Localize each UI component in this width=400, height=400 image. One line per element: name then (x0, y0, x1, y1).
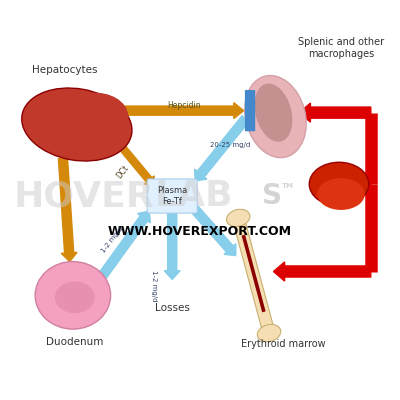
FancyArrow shape (124, 103, 244, 118)
FancyArrow shape (112, 136, 154, 186)
Text: Splenic and other
macrophages: Splenic and other macrophages (298, 36, 384, 59)
Text: Plasma
Fe-Tf: Plasma Fe-Tf (157, 186, 187, 206)
FancyArrow shape (274, 262, 371, 281)
Text: 1-2 mg/d: 1-2 mg/d (151, 270, 157, 301)
Text: Duodenum: Duodenum (46, 337, 104, 347)
Ellipse shape (35, 262, 111, 329)
Ellipse shape (22, 88, 132, 161)
Text: DCt: DCt (115, 164, 130, 180)
Text: LAB: LAB (154, 179, 233, 213)
FancyArrow shape (194, 116, 249, 181)
Ellipse shape (57, 93, 128, 144)
FancyArrow shape (99, 211, 150, 278)
FancyBboxPatch shape (245, 90, 255, 131)
Text: Hepatocytes: Hepatocytes (32, 65, 98, 75)
Ellipse shape (226, 209, 250, 226)
Text: TM: TM (282, 183, 293, 189)
Ellipse shape (245, 76, 306, 158)
FancyArrow shape (164, 211, 180, 280)
Text: WWW.HOVEREXPORT.COM: WWW.HOVEREXPORT.COM (108, 225, 292, 238)
Ellipse shape (257, 324, 281, 342)
Text: Losses: Losses (155, 303, 190, 313)
Polygon shape (232, 216, 275, 334)
FancyArrow shape (299, 103, 371, 122)
Ellipse shape (55, 282, 95, 313)
Text: Hepcidin: Hepcidin (167, 101, 201, 110)
Ellipse shape (254, 84, 292, 142)
Text: S: S (262, 182, 282, 210)
Text: HOVER: HOVER (13, 179, 154, 213)
Text: 1-2 mg/d: 1-2 mg/d (100, 226, 125, 254)
FancyBboxPatch shape (147, 179, 197, 213)
Text: 20-25 mg/d: 20-25 mg/d (210, 142, 250, 148)
FancyArrow shape (58, 158, 77, 262)
Text: Erythroid marrow: Erythroid marrow (241, 339, 326, 349)
Ellipse shape (309, 162, 369, 206)
Polygon shape (242, 235, 266, 312)
Ellipse shape (317, 178, 365, 210)
FancyArrow shape (190, 204, 236, 256)
